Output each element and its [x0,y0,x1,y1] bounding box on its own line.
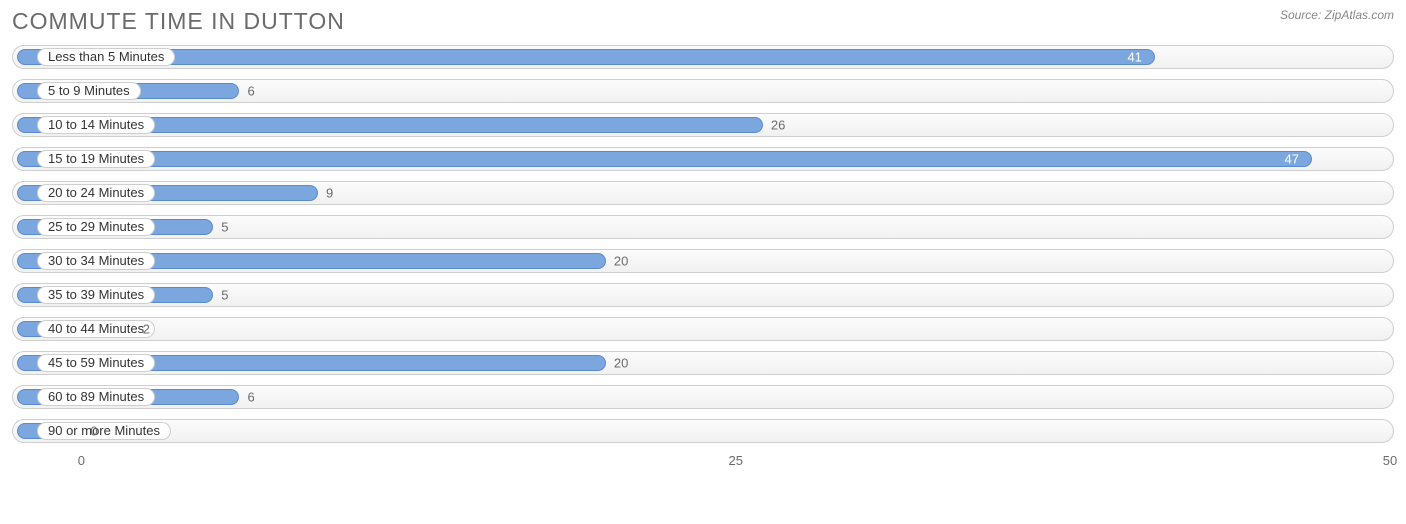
chart-title: COMMUTE TIME IN DUTTON [12,8,345,35]
chart-category-label: 60 to 89 Minutes [37,388,155,406]
axis-tick-label: 25 [728,453,742,468]
axis-tick-label: 0 [78,453,85,468]
chart-row: Less than 5 Minutes 41 [12,45,1394,69]
chart-value-label: 2 [143,322,150,337]
chart-row: 10 to 14 Minutes 26 [12,113,1394,137]
chart-header: COMMUTE TIME IN DUTTON Source: ZipAtlas.… [12,8,1394,35]
chart-category-label: 45 to 59 Minutes [37,354,155,372]
chart-value-label: 0 [90,424,97,439]
chart-category-label: 20 to 24 Minutes [37,184,155,202]
chart-category-label: 25 to 29 Minutes [37,218,155,236]
chart-row: 35 to 39 Minutes 5 [12,283,1394,307]
chart-row: 25 to 29 Minutes 5 [12,215,1394,239]
chart-value-label: 5 [221,220,228,235]
chart-category-label: Less than 5 Minutes [37,48,175,66]
chart-row: 90 or more Minutes0 [12,419,1394,443]
chart-row: 60 to 89 Minutes 6 [12,385,1394,409]
chart-category-label: 40 to 44 Minutes [37,320,155,338]
chart-category-label: 35 to 39 Minutes [37,286,155,304]
chart-row: 20 to 24 Minutes 9 [12,181,1394,205]
chart-source: Source: ZipAtlas.com [1280,8,1394,22]
chart-value-label: 41 [1127,50,1141,65]
chart-x-axis: 0 25 50 [12,453,1394,473]
chart-value-label: 47 [1284,152,1298,167]
chart-row: 30 to 34 Minutes 20 [12,249,1394,273]
chart-bar [17,151,1312,167]
chart-row: 45 to 59 Minutes 20 [12,351,1394,375]
chart-category-label: 30 to 34 Minutes [37,252,155,270]
chart-category-label: 10 to 14 Minutes [37,116,155,134]
chart-category-label: 90 or more Minutes [37,422,171,440]
chart-value-label: 20 [614,254,628,269]
chart-value-label: 5 [221,288,228,303]
chart-value-label: 26 [771,118,785,133]
chart-row: 40 to 44 Minutes2 [12,317,1394,341]
chart-row: 5 to 9 Minutes 6 [12,79,1394,103]
chart-category-label: 5 to 9 Minutes [37,82,141,100]
chart-container: COMMUTE TIME IN DUTTON Source: ZipAtlas.… [0,0,1406,524]
chart-plot-area: Less than 5 Minutes 41 5 to 9 Minutes 6 10 t… [12,45,1394,443]
chart-value-label: 20 [614,356,628,371]
axis-tick-label: 50 [1383,453,1397,468]
chart-value-label: 9 [326,186,333,201]
chart-row: 15 to 19 Minutes 47 [12,147,1394,171]
chart-bar [17,49,1155,65]
chart-category-label: 15 to 19 Minutes [37,150,155,168]
chart-value-label: 6 [247,390,254,405]
chart-value-label: 6 [247,84,254,99]
